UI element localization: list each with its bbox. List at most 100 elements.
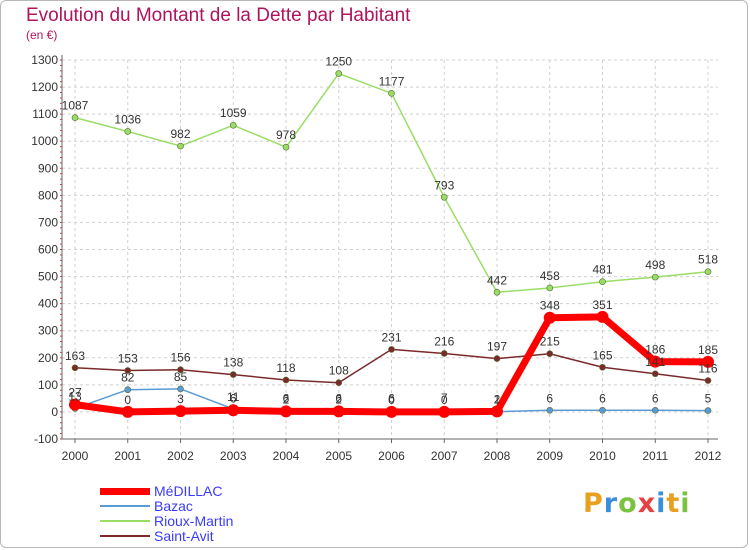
y-tick-label: 900 [38, 161, 58, 175]
data-label: 153 [118, 352, 138, 366]
data-label: 793 [434, 178, 454, 192]
data-label: 6 [335, 391, 342, 405]
data-point [440, 350, 448, 357]
data-point [438, 405, 451, 418]
data-point [282, 143, 290, 151]
data-point [493, 288, 501, 296]
data-label: 498 [645, 258, 665, 272]
logo-letter: t [666, 488, 681, 519]
x-tick-label: 2005 [325, 449, 352, 463]
data-point [332, 405, 345, 418]
logo-letter: i [656, 488, 667, 519]
data-label: 2 [283, 392, 290, 406]
y-tick-label: 700 [38, 215, 58, 229]
x-tick-label: 2009 [536, 449, 563, 463]
data-label: 118 [276, 361, 295, 375]
data-point [177, 142, 184, 150]
data-point [651, 273, 659, 281]
data-point [651, 370, 659, 378]
data-point [227, 404, 240, 417]
data-label: 1087 [62, 99, 89, 113]
data-point [71, 114, 79, 121]
data-label: 141 [645, 355, 665, 369]
data-label: 2 [494, 392, 501, 406]
data-label: 458 [540, 269, 560, 283]
data-label: 6 [230, 391, 237, 405]
data-point [546, 407, 554, 414]
data-label: 6 [283, 391, 290, 405]
data-point [493, 355, 501, 362]
y-tick-label: 600 [38, 243, 58, 257]
y-tick-label: 1000 [31, 134, 58, 148]
data-label: 197 [487, 340, 507, 354]
data-label: 108 [329, 364, 349, 378]
data-label: 215 [540, 335, 560, 349]
data-label: 6 [652, 391, 659, 405]
x-tick-label: 2011 [642, 449, 668, 463]
x-tick-label: 2012 [695, 449, 722, 463]
y-tick-label: -100 [34, 432, 58, 446]
data-label: 165 [592, 348, 612, 362]
logo-letter: x [637, 488, 657, 519]
line-chart: -100010020030040050060070080090010001100… [31, 53, 722, 463]
data-point [704, 268, 712, 275]
data-point [388, 346, 395, 353]
data-point [177, 366, 184, 373]
legend-label: Bazac [154, 498, 193, 514]
data-label: 11 [227, 390, 240, 404]
data-label: 6 [546, 391, 553, 405]
series-m-dillac [69, 310, 714, 418]
data-point [177, 385, 184, 393]
y-tick-label: 1300 [31, 53, 58, 67]
data-label: 6 [599, 391, 606, 405]
logo-letter: o [618, 488, 638, 519]
y-tick-label: 1200 [31, 80, 58, 94]
data-point [599, 278, 606, 286]
x-tick-label: 2003 [220, 449, 247, 463]
data-label: 0 [124, 393, 131, 407]
data-label: 2 [335, 392, 342, 406]
y-tick-label: 300 [38, 324, 58, 338]
data-label: 6 [388, 391, 395, 405]
data-point [69, 398, 81, 411]
logo-letter: i [680, 488, 691, 519]
data-label: 442 [487, 273, 507, 287]
data-label: 186 [645, 343, 665, 357]
y-tick-label: 100 [38, 378, 58, 392]
data-label: 156 [170, 351, 190, 365]
series-saint-avit [71, 346, 712, 386]
data-label: 351 [592, 298, 612, 312]
x-tick-label: 2007 [431, 449, 458, 463]
data-label: 1177 [379, 74, 405, 88]
data-point [385, 405, 398, 418]
data-point [71, 364, 79, 372]
x-tick-label: 2001 [114, 449, 141, 463]
legend-swatch [100, 520, 150, 522]
data-label: 982 [170, 127, 190, 141]
y-tick-label: 200 [38, 351, 58, 365]
y-tick-label: 800 [38, 188, 58, 202]
data-point [174, 405, 187, 418]
y-tick-label: 1100 [32, 107, 58, 121]
data-label: 518 [698, 253, 718, 267]
x-tick-label: 2000 [62, 449, 89, 463]
data-label: 185 [698, 343, 718, 357]
legend-label: Saint-Avit [154, 528, 214, 544]
data-point [335, 70, 343, 77]
data-label: 0 [388, 393, 395, 407]
data-point [702, 355, 714, 368]
data-point [543, 311, 556, 324]
data-label: 481 [592, 263, 612, 277]
data-label: 1250 [325, 55, 352, 69]
legend-label: Rioux-Martin [154, 513, 234, 529]
data-label: 1 [494, 393, 501, 407]
data-point [440, 193, 448, 201]
data-point [704, 407, 712, 414]
data-point [282, 376, 290, 384]
data-point [229, 121, 237, 129]
data-label: 0 [441, 393, 448, 407]
data-point [229, 371, 237, 378]
data-point [491, 405, 503, 418]
data-label: 163 [65, 349, 85, 363]
